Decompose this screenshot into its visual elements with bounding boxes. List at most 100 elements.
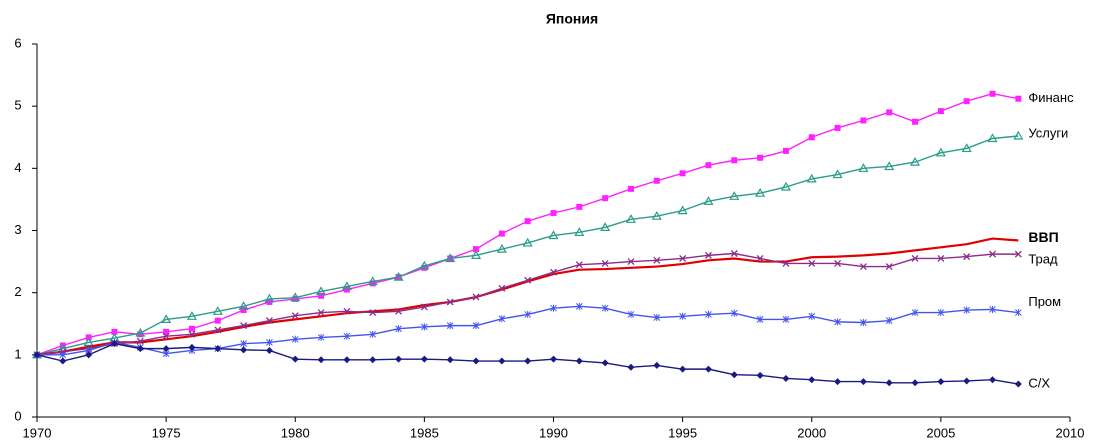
- marker: [782, 315, 790, 323]
- marker: [137, 331, 144, 338]
- marker: [317, 333, 325, 341]
- marker: [498, 357, 506, 365]
- marker: [188, 343, 196, 351]
- x-tick-label: 1985: [410, 425, 439, 440]
- marker: [1014, 309, 1022, 317]
- marker: [110, 340, 118, 348]
- marker: [290, 292, 301, 302]
- marker: [524, 310, 532, 318]
- marker: [111, 328, 118, 335]
- marker: [602, 195, 609, 202]
- marker: [886, 109, 893, 116]
- marker: [59, 357, 67, 365]
- marker: [937, 255, 945, 262]
- marker: [446, 356, 454, 364]
- marker: [161, 314, 172, 323]
- marker: [395, 307, 403, 315]
- marker: [859, 378, 867, 386]
- marker: [703, 196, 714, 205]
- marker: [858, 163, 869, 172]
- x-tick-label: 1980: [281, 425, 310, 440]
- marker: [808, 312, 816, 320]
- marker: [369, 356, 377, 364]
- marker: [446, 322, 454, 330]
- marker: [989, 250, 996, 258]
- marker: [782, 259, 790, 267]
- marker: [627, 258, 635, 266]
- marker: [601, 259, 609, 267]
- marker: [550, 268, 557, 276]
- marker: [1014, 250, 1022, 258]
- x-tick-label: 1995: [668, 425, 697, 440]
- marker: [653, 256, 661, 264]
- marker: [524, 357, 532, 365]
- marker: [963, 377, 971, 385]
- marker: [780, 181, 791, 191]
- series-label: ВВП: [1028, 229, 1058, 245]
- y-tick-label: 6: [14, 35, 21, 50]
- marker: [757, 154, 764, 161]
- marker: [395, 325, 402, 333]
- marker: [731, 157, 738, 164]
- y-tick-label: 1: [14, 346, 21, 361]
- marker: [472, 322, 480, 330]
- marker: [317, 309, 325, 317]
- x-tick-label: 2000: [797, 425, 826, 440]
- marker: [885, 263, 893, 271]
- marker: [912, 118, 919, 125]
- marker: [832, 169, 843, 179]
- marker: [782, 147, 789, 154]
- marker: [730, 371, 738, 379]
- marker: [704, 365, 712, 373]
- marker: [341, 281, 352, 291]
- marker: [496, 243, 507, 253]
- marker: [317, 356, 325, 364]
- x-tick-label: 2005: [926, 425, 955, 440]
- marker: [653, 361, 661, 369]
- marker: [550, 304, 557, 312]
- marker: [186, 311, 197, 320]
- x-tick-label: 1990: [539, 425, 568, 440]
- marker: [782, 374, 790, 382]
- marker: [85, 351, 93, 359]
- marker: [136, 345, 144, 353]
- series-label: Услуги: [1028, 125, 1068, 140]
- marker: [885, 379, 893, 387]
- marker: [575, 302, 583, 310]
- marker: [705, 310, 712, 318]
- marker: [188, 325, 195, 332]
- marker: [524, 218, 531, 225]
- marker: [291, 312, 299, 320]
- marker: [756, 255, 764, 262]
- marker: [420, 355, 428, 363]
- marker: [834, 124, 841, 131]
- marker: [240, 307, 247, 314]
- marker: [627, 310, 635, 318]
- marker: [33, 351, 41, 359]
- marker: [214, 326, 222, 334]
- marker: [651, 210, 662, 220]
- marker: [575, 261, 583, 269]
- marker: [343, 356, 351, 364]
- marker: [834, 259, 842, 267]
- marker: [522, 237, 533, 247]
- marker: [574, 227, 585, 236]
- marker: [421, 264, 428, 271]
- marker: [446, 298, 454, 306]
- marker: [188, 330, 196, 338]
- y-tick-label: 0: [14, 408, 21, 423]
- marker: [343, 332, 351, 340]
- marker: [885, 317, 893, 325]
- marker: [472, 357, 480, 365]
- series-label: Пром: [1028, 294, 1061, 309]
- marker: [498, 315, 506, 323]
- marker: [756, 371, 764, 379]
- marker: [808, 259, 816, 267]
- series-line: [36, 252, 1019, 356]
- marker: [911, 309, 919, 317]
- marker: [679, 365, 687, 373]
- marker: [859, 263, 867, 271]
- marker: [291, 355, 299, 363]
- marker: [963, 98, 970, 105]
- marker: [989, 376, 997, 384]
